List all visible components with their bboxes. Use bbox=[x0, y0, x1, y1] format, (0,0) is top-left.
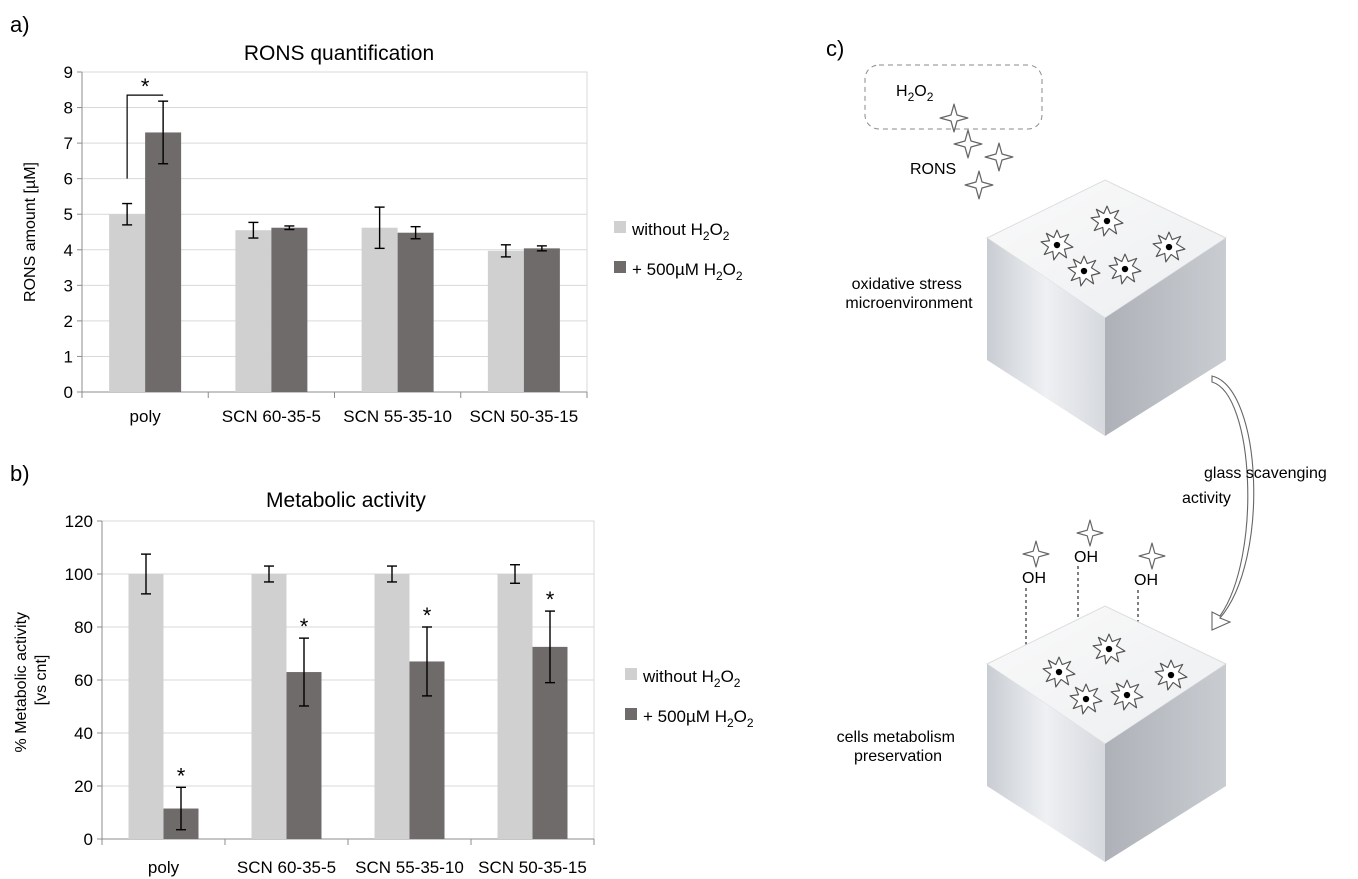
y-tick-label: 100 bbox=[65, 565, 93, 584]
bar-without-0 bbox=[109, 214, 146, 392]
legend-label-without-b: without H2O2 bbox=[642, 667, 741, 690]
y-tick-label: 8 bbox=[64, 99, 73, 118]
x-category-label: SCN 55-35-10 bbox=[355, 858, 464, 877]
h2o2-box bbox=[864, 64, 1043, 130]
y-tick-label: 4 bbox=[64, 241, 73, 260]
x-category-label: poly bbox=[130, 407, 162, 426]
x-category-label: poly bbox=[148, 858, 180, 877]
bar-with-1 bbox=[271, 227, 308, 392]
scavenging-arrow-icon bbox=[1211, 375, 1255, 631]
bar-without-1 bbox=[235, 230, 272, 392]
chart-rons-y-axis-title: RONS amount [µM] bbox=[22, 162, 39, 302]
chart-metabolic: Metabolic activity % Metabolic activity … bbox=[13, 489, 595, 877]
significance-bracket bbox=[126, 94, 164, 179]
y-tick-label: 60 bbox=[74, 671, 93, 690]
bar-with-0 bbox=[145, 132, 182, 392]
rons-star-icon bbox=[984, 142, 1014, 172]
y-tick-label: 3 bbox=[64, 276, 73, 295]
y-tick-label: 5 bbox=[64, 205, 73, 224]
bar-with-2 bbox=[397, 232, 434, 392]
rons-star-icon bbox=[939, 103, 969, 133]
y-tick-label: 9 bbox=[64, 63, 73, 82]
rons-star-icon bbox=[964, 170, 994, 200]
panel-label-c: c) bbox=[826, 36, 844, 61]
significance-star: * bbox=[546, 587, 555, 612]
y-tick-label: 6 bbox=[64, 170, 73, 189]
x-category-label: SCN 60-35-5 bbox=[222, 407, 321, 426]
x-category-label: SCN 50-35-15 bbox=[478, 858, 587, 877]
x-category-label: SCN 50-35-15 bbox=[470, 407, 579, 426]
diagram-scavenging: H2O2 RONS oxidative stress microenvironm… bbox=[837, 64, 1331, 862]
bar-without-3 bbox=[497, 574, 533, 839]
y-tick-label: 2 bbox=[64, 312, 73, 331]
bar-without-2 bbox=[374, 574, 410, 839]
oh-star-icon bbox=[1022, 540, 1050, 568]
y-tick-label: 0 bbox=[84, 830, 93, 849]
y-tick-label: 1 bbox=[64, 347, 73, 366]
legend-swatch-without-b bbox=[625, 668, 637, 680]
oh-label: OH bbox=[1022, 570, 1046, 587]
significance-star: * bbox=[300, 614, 309, 639]
bar-without-3 bbox=[487, 250, 524, 392]
x-category-label: SCN 55-35-10 bbox=[343, 407, 452, 426]
legend-swatch-with bbox=[614, 261, 626, 273]
y-tick-label: 80 bbox=[74, 618, 93, 637]
arrow-label: glass scavenging activity bbox=[1182, 465, 1331, 507]
bottom-cube-label: cells metabolism preservation bbox=[837, 729, 960, 765]
y-tick-label: 7 bbox=[64, 134, 73, 153]
chart-metabolic-y-axis-title: % Metabolic activity [vs cnt] bbox=[13, 608, 50, 753]
legend-label-without: without H2O2 bbox=[631, 220, 730, 243]
y-tick-label: 20 bbox=[74, 777, 93, 796]
bottom-cube bbox=[986, 605, 1228, 862]
legend-swatch-without bbox=[614, 221, 626, 233]
rons-star-icon bbox=[953, 129, 983, 159]
chart-rons-title: RONS quantification bbox=[244, 42, 434, 65]
bar-without-2 bbox=[361, 227, 398, 392]
bar-with-3 bbox=[523, 248, 560, 392]
panel-label-a: a) bbox=[10, 12, 30, 37]
oh-label: OH bbox=[1074, 549, 1098, 566]
y-tick-label: 0 bbox=[64, 383, 73, 402]
rons-label: RONS bbox=[910, 161, 956, 178]
panel-label-b: b) bbox=[10, 461, 30, 486]
top-cube-label: oxidative stress microenvironment bbox=[845, 276, 973, 312]
chart-rons: RONS quantification RONS amount [µM] 0 1 2… bbox=[22, 42, 588, 426]
x-category-label: SCN 60-35-5 bbox=[237, 858, 336, 877]
h2o2-label: H2O2 bbox=[896, 83, 934, 104]
significance-star: * bbox=[141, 74, 150, 99]
legend-label-with-b: + 500µM H2O2 bbox=[643, 707, 754, 730]
top-cube bbox=[986, 179, 1228, 436]
chart-rons-legend: without H2O2 + 500µM H2O2 bbox=[614, 220, 743, 283]
legend-label-with: + 500µM H2O2 bbox=[632, 260, 743, 283]
oh-star-icon bbox=[1076, 519, 1104, 547]
chart-metabolic-legend: without H2O2 + 500µM H2O2 bbox=[625, 667, 754, 730]
y-tick-label: 40 bbox=[74, 724, 93, 743]
significance-star: * bbox=[423, 603, 432, 628]
significance-star: * bbox=[177, 763, 186, 788]
legend-swatch-with-b bbox=[625, 708, 637, 720]
bar-without-1 bbox=[251, 574, 287, 839]
y-tick-label: 120 bbox=[65, 512, 93, 531]
bar-without-0 bbox=[128, 574, 164, 839]
oh-label: OH bbox=[1134, 572, 1158, 589]
oh-star-icon bbox=[1138, 542, 1166, 570]
chart-metabolic-title: Metabolic activity bbox=[266, 489, 426, 512]
